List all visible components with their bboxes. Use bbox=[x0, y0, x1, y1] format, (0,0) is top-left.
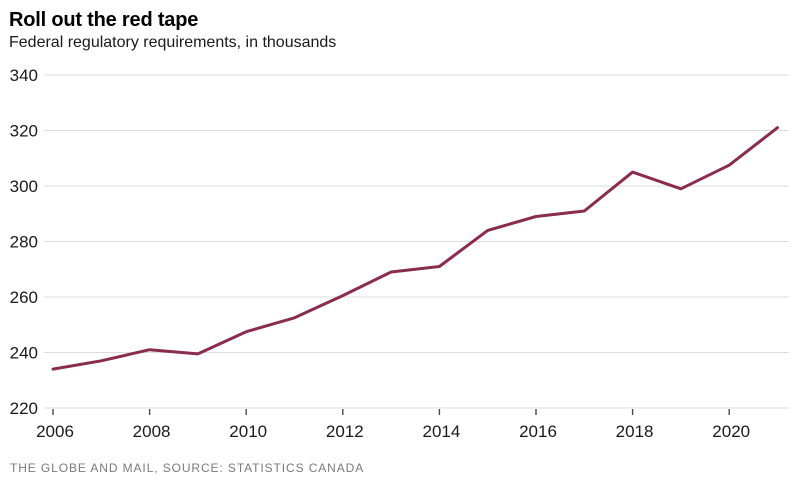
y-axis-tick-label: 320 bbox=[10, 122, 38, 141]
x-axis-tick-label: 2008 bbox=[133, 422, 171, 441]
chart-title: Roll out the red tape bbox=[9, 9, 199, 31]
data-line-federal-regulatory-requirements bbox=[51, 126, 779, 371]
x-axis-tick-label: 2012 bbox=[326, 422, 364, 441]
x-axis-tick-label: 2016 bbox=[519, 422, 557, 441]
y-axis-tick-label: 340 bbox=[10, 66, 38, 85]
x-axis-tick-label: 2010 bbox=[229, 422, 267, 441]
chart-subtitle: Federal regulatory requirements, in thou… bbox=[9, 34, 337, 51]
y-axis-tick-label: 240 bbox=[10, 344, 38, 363]
x-axis-tick-label: 2018 bbox=[616, 422, 654, 441]
x-axis-tick-label: 2020 bbox=[712, 422, 750, 441]
y-axis-tick-label: 260 bbox=[10, 288, 38, 307]
source-credit: THE GLOBE AND MAIL, SOURCE: STATISTICS C… bbox=[10, 461, 365, 475]
x-axis-tick-label: 2014 bbox=[422, 422, 460, 441]
x-axis-tick-label: 2006 bbox=[36, 422, 74, 441]
y-axis-tick-label: 280 bbox=[10, 233, 38, 252]
y-axis-tick-label: 300 bbox=[10, 177, 38, 196]
y-axis-tick-label: 220 bbox=[10, 399, 38, 418]
